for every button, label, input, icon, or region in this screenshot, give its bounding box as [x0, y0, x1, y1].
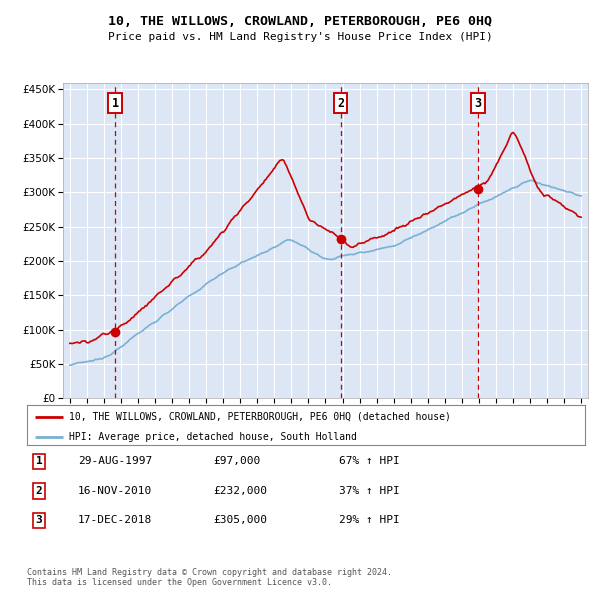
Text: 1: 1: [112, 97, 119, 110]
Text: 37% ↑ HPI: 37% ↑ HPI: [339, 486, 400, 496]
Text: 10, THE WILLOWS, CROWLAND, PETERBOROUGH, PE6 0HQ (detached house): 10, THE WILLOWS, CROWLAND, PETERBOROUGH,…: [69, 412, 451, 422]
Text: 10, THE WILLOWS, CROWLAND, PETERBOROUGH, PE6 0HQ: 10, THE WILLOWS, CROWLAND, PETERBOROUGH,…: [108, 15, 492, 28]
Text: 2: 2: [35, 486, 43, 496]
Text: 3: 3: [475, 97, 482, 110]
Text: 29-AUG-1997: 29-AUG-1997: [78, 457, 152, 466]
Text: 3: 3: [35, 516, 43, 525]
Text: 17-DEC-2018: 17-DEC-2018: [78, 516, 152, 525]
Text: 29% ↑ HPI: 29% ↑ HPI: [339, 516, 400, 525]
Text: Price paid vs. HM Land Registry's House Price Index (HPI): Price paid vs. HM Land Registry's House …: [107, 32, 493, 42]
Text: 67% ↑ HPI: 67% ↑ HPI: [339, 457, 400, 466]
Text: Contains HM Land Registry data © Crown copyright and database right 2024.
This d: Contains HM Land Registry data © Crown c…: [27, 568, 392, 587]
Text: £305,000: £305,000: [213, 516, 267, 525]
Text: 2: 2: [337, 97, 344, 110]
Text: 16-NOV-2010: 16-NOV-2010: [78, 486, 152, 496]
Text: 1: 1: [35, 457, 43, 466]
Text: HPI: Average price, detached house, South Holland: HPI: Average price, detached house, Sout…: [69, 432, 357, 442]
Text: £97,000: £97,000: [213, 457, 260, 466]
Text: £232,000: £232,000: [213, 486, 267, 496]
